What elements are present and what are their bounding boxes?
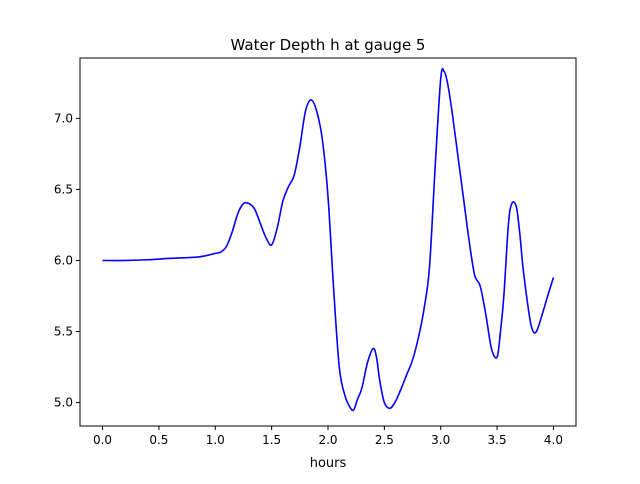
y-tick-label: 7.0 (54, 111, 73, 125)
series-line (102, 67, 555, 412)
x-tick-label: 1.5 (262, 433, 281, 447)
x-tick-label: 0.5 (149, 433, 168, 447)
y-tick-label: 5.5 (54, 325, 73, 339)
chart-title: Water Depth h at gauge 5 (231, 36, 426, 54)
plot-frame (79, 57, 577, 427)
y-axis: 5.0 5.5 6.0 6.5 7.0 (54, 111, 80, 410)
x-tick-label: 2.5 (375, 433, 394, 447)
x-tick-label: 2.0 (318, 433, 337, 447)
x-tick-label: 0.0 (93, 433, 112, 447)
x-tick-label: 4.0 (544, 433, 563, 447)
x-axis: 0.0 0.5 1.0 1.5 2.0 2.5 3.0 3.5 4.0 (93, 426, 563, 447)
y-tick-label: 6.5 (54, 182, 73, 196)
x-axis-label: hours (310, 456, 347, 471)
x-tick-label: 1.0 (206, 433, 225, 447)
y-tick-label: 5.0 (54, 396, 73, 410)
y-tick-label: 6.0 (54, 253, 73, 267)
x-tick-label: 3.0 (431, 433, 450, 447)
plot-area (79, 57, 577, 427)
x-tick-label: 3.5 (488, 433, 507, 447)
